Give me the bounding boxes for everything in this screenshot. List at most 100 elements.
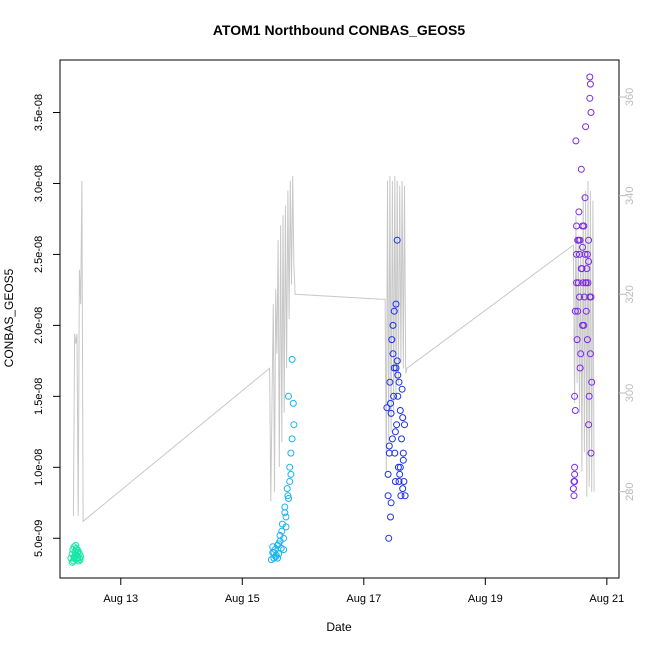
data-point	[388, 336, 396, 344]
data-point	[577, 165, 585, 173]
data-point	[572, 137, 580, 145]
data-point	[401, 492, 409, 500]
x-tick-label: Aug 15	[225, 593, 260, 605]
y2-tick-label: 320	[624, 285, 636, 303]
data-point	[387, 513, 394, 521]
data-point	[387, 399, 394, 407]
data-point	[282, 513, 290, 521]
data-point	[588, 378, 596, 386]
data-point	[573, 336, 581, 344]
data-point	[397, 492, 405, 500]
data-point	[281, 503, 289, 511]
series-1	[67, 541, 85, 566]
data-point	[281, 509, 289, 517]
data-point	[579, 279, 587, 287]
data-point	[577, 265, 585, 273]
data-point	[395, 378, 403, 386]
data-point	[586, 293, 594, 301]
data-point	[569, 485, 577, 493]
series-2	[267, 355, 298, 564]
data-point	[278, 527, 286, 535]
data-point	[288, 355, 296, 363]
data-point	[283, 485, 291, 493]
data-point	[391, 449, 399, 457]
data-point	[399, 414, 407, 422]
data-point	[581, 194, 589, 202]
y-tick-label: 2.0e-08	[33, 307, 45, 344]
y-tick-label: 3.0e-08	[33, 165, 45, 202]
y-tick-label: 1.5e-08	[33, 378, 45, 415]
data-point	[574, 307, 582, 315]
data-point	[285, 392, 292, 400]
data-point	[276, 537, 284, 545]
y2-tick-label: 300	[624, 384, 636, 402]
data-point	[582, 123, 590, 131]
data-point	[394, 392, 402, 400]
data-point	[585, 258, 593, 265]
data-point	[586, 350, 594, 358]
data-point	[586, 94, 594, 102]
data-point	[287, 449, 295, 457]
data-point	[396, 463, 404, 471]
x-axis-label: Date	[326, 620, 352, 634]
data-point	[272, 553, 280, 561]
data-point	[571, 463, 579, 471]
data-point	[399, 456, 407, 464]
plot-frame	[59, 59, 620, 579]
data-point	[389, 350, 397, 358]
data-point	[577, 350, 585, 358]
data-point	[580, 321, 588, 329]
data-point	[400, 478, 408, 485]
data-point	[274, 554, 281, 562]
data-point	[393, 357, 401, 365]
data-point	[582, 279, 590, 287]
data-point	[286, 463, 294, 471]
data-point	[398, 385, 406, 393]
data-point	[284, 492, 292, 500]
data-point	[587, 449, 595, 457]
data-point	[270, 549, 278, 556]
data-point	[396, 407, 404, 414]
data-point	[571, 392, 579, 400]
data-point	[583, 250, 591, 258]
x-tick-label: Aug 19	[468, 593, 503, 605]
data-point	[280, 546, 288, 554]
data-point	[401, 421, 408, 429]
data-point	[585, 236, 593, 244]
data-point	[68, 558, 76, 566]
data-point	[571, 407, 579, 414]
data-point	[580, 293, 588, 301]
x-axis: Aug 13 Aug 15 Aug 17 Aug 19 Aug 21	[103, 577, 624, 605]
data-point	[287, 470, 295, 478]
data-point	[395, 478, 403, 485]
data-point	[575, 236, 583, 244]
secondary-series-line	[72, 175, 595, 523]
data-point	[571, 307, 579, 315]
data-point	[385, 442, 393, 450]
y2-tick-label: 360	[624, 88, 636, 106]
data-point	[399, 449, 407, 457]
data-point	[386, 378, 394, 386]
data-point	[394, 463, 402, 471]
data-point	[391, 478, 399, 485]
data-point	[390, 307, 398, 315]
data-point	[586, 80, 594, 88]
data-point	[571, 470, 579, 478]
data-point	[573, 279, 580, 287]
data-point	[391, 428, 399, 436]
data-point	[290, 421, 298, 429]
data-point	[583, 336, 591, 344]
data-point	[282, 523, 290, 531]
y-tick-label: 5.0e-09	[33, 520, 45, 557]
y2-tick-label: 340	[624, 187, 636, 205]
data-point	[388, 435, 396, 443]
data-point	[571, 478, 579, 485]
y-tick-label: 2.5e-08	[33, 236, 45, 273]
data-point	[392, 300, 400, 308]
data-point	[73, 546, 81, 554]
secondary-line-layer	[72, 175, 595, 523]
data-point	[288, 435, 296, 443]
data-point	[286, 478, 294, 485]
y-axis-label: CONBAS_GEOS5	[2, 268, 16, 367]
y-tick-label: 3.5e-08	[33, 94, 45, 131]
